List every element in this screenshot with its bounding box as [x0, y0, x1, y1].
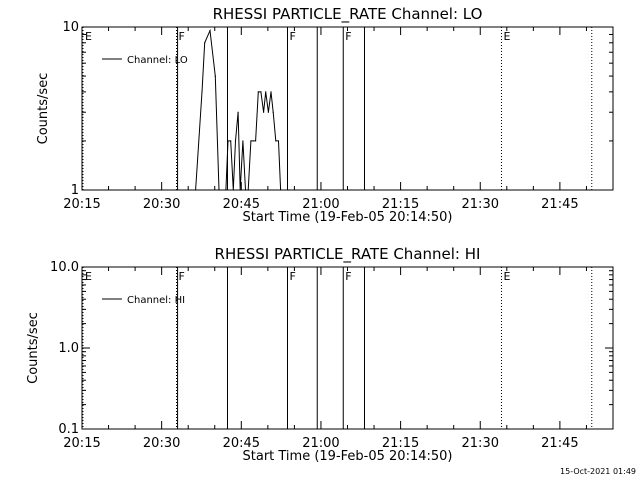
- data-point: [275, 140, 277, 142]
- data-point: [230, 140, 232, 142]
- data-point: [242, 140, 244, 142]
- y-tick-label: 0.1: [58, 422, 79, 437]
- x-tick-label: 21:15: [382, 197, 419, 212]
- x-tick-label: 20:30: [143, 197, 180, 212]
- y-tick-label: 10.0: [50, 260, 79, 275]
- y-tick-label: 1: [71, 183, 79, 198]
- marker-flag-e: E: [503, 270, 510, 283]
- plot-frame: [81, 266, 614, 430]
- data-point: [234, 140, 237, 142]
- marker-flag-e: E: [85, 270, 92, 283]
- data-point: [218, 189, 220, 191]
- x-tick-label: 20:15: [63, 197, 100, 212]
- x-tick-label: 20:15: [63, 436, 100, 451]
- marker-flag-f: F: [289, 270, 295, 283]
- data-point: [225, 189, 227, 191]
- data-point: [247, 189, 249, 191]
- data-point: [277, 140, 280, 142]
- data-point: [214, 75, 216, 77]
- x-tick-label: 20:30: [143, 436, 180, 451]
- legend-label: Channel: LO: [127, 55, 188, 66]
- data-point: [288, 189, 290, 191]
- data-point: [272, 111, 274, 113]
- data-point: [263, 111, 265, 113]
- data-point: [237, 111, 239, 113]
- data-point: [232, 189, 234, 191]
- x-tick-label: 21:30: [462, 436, 499, 451]
- marker-flag-f: F: [179, 30, 185, 43]
- chart-title: RHESSI PARTICLE_RATE Channel: HI: [215, 245, 481, 264]
- x-tick-label: 21:45: [541, 197, 578, 212]
- y-tick-label: 1.0: [58, 341, 79, 356]
- marker-flag-e: E: [503, 30, 510, 43]
- marker-flag-f: F: [179, 270, 185, 283]
- data-point: [257, 91, 259, 93]
- legend-label: Channel: HI: [127, 295, 185, 306]
- data-point: [209, 30, 211, 32]
- x-axis-label: Start Time (19-Feb-05 20:14:50): [243, 210, 453, 225]
- data-point: [227, 140, 229, 142]
- data-point: [195, 189, 197, 191]
- x-tick-label: 21:30: [462, 197, 499, 212]
- data-point: [204, 42, 206, 44]
- data-point: [267, 111, 269, 113]
- data-point: [270, 91, 272, 93]
- data-point: [244, 189, 247, 191]
- marker-flag-e: E: [85, 30, 92, 43]
- marker-flag-f: F: [345, 30, 351, 43]
- y-axis-label: Counts/sec: [36, 73, 51, 145]
- data-point: [239, 189, 241, 191]
- x-axis-label: Start Time (19-Feb-05 20:14:50): [243, 449, 453, 464]
- marker-flag-f: F: [289, 30, 295, 43]
- marker-flag-f: F: [345, 270, 351, 283]
- x-tick-label: 21:00: [302, 197, 339, 212]
- data-point: [279, 189, 282, 191]
- y-tick-label: 10: [62, 20, 79, 35]
- data-point: [265, 91, 267, 93]
- data-point: [201, 91, 203, 93]
- footer-timestamp: 15-Oct-2021 01:49: [560, 467, 636, 476]
- x-tick-label: 20:45: [223, 436, 260, 451]
- data-point: [252, 140, 255, 142]
- data-point: [250, 140, 252, 142]
- chart-title: RHESSI PARTICLE_RATE Channel: LO: [213, 5, 483, 24]
- data-point: [260, 91, 262, 93]
- data-point: [255, 140, 257, 142]
- y-axis-label: Counts/sec: [26, 312, 41, 384]
- x-tick-label: 21:45: [541, 436, 578, 451]
- x-tick-label: 21:15: [382, 436, 419, 451]
- x-tick-label: 20:45: [223, 197, 260, 212]
- x-tick-label: 21:00: [302, 436, 339, 451]
- series-line-channel-lo: [195, 28, 290, 191]
- plot-frame: [81, 26, 614, 191]
